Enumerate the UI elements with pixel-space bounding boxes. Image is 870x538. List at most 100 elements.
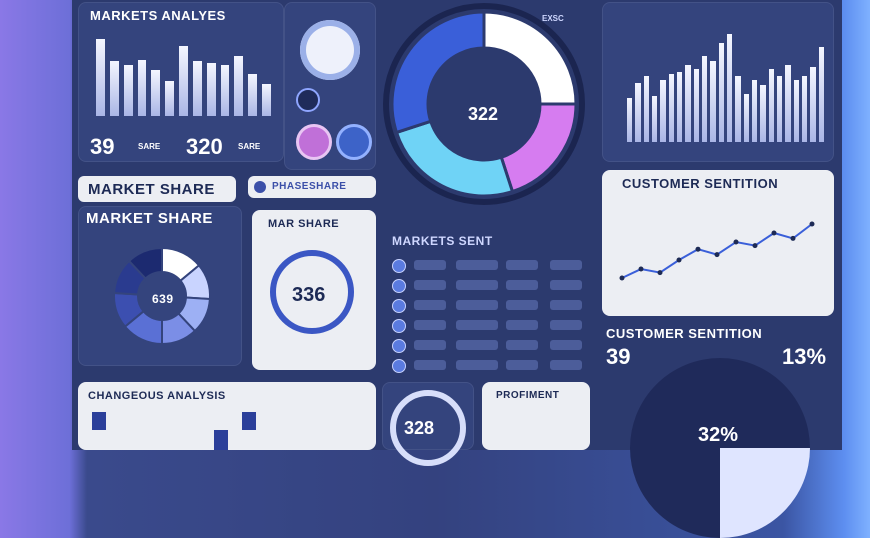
table-cell — [550, 360, 582, 370]
table-cell — [414, 280, 446, 290]
bar — [179, 45, 188, 116]
trend-bar — [718, 43, 724, 142]
bar — [248, 73, 258, 116]
customer-sentiment-card: CUSTOMER SENTITION — [602, 170, 834, 316]
central-donut-chart — [383, 3, 585, 205]
customer-sentiment-title: CUSTOMER SENTITION — [622, 176, 779, 191]
sentiment-point — [809, 221, 815, 227]
sentiment-line — [621, 223, 813, 279]
table-cell — [456, 260, 498, 270]
sentiment-point — [695, 246, 701, 252]
market-share-tab[interactable]: MARKET SHARE — [78, 176, 236, 202]
tag-icon — [254, 181, 266, 193]
table-cell — [414, 260, 446, 270]
table-row[interactable] — [386, 296, 592, 314]
bar — [206, 63, 216, 116]
sentiment-point — [657, 270, 663, 276]
table-cell — [550, 280, 582, 290]
bar — [137, 59, 147, 116]
trend-bar — [652, 95, 658, 142]
trend-chart-card — [602, 2, 834, 162]
donut-center-value: 322 — [468, 104, 499, 124]
bar-chart-1 — [94, 28, 274, 116]
phase-share-tag[interactable]: PHASESHARE — [248, 176, 376, 198]
customer-sentiment-title-2: CUSTOMER SENTITION — [606, 326, 763, 341]
table-cell — [456, 280, 498, 290]
mini-button-blue[interactable] — [296, 88, 320, 112]
mini-toggle-blue[interactable] — [336, 124, 372, 160]
donut-slice — [394, 119, 515, 198]
market-share-tab-label: MARKET SHARE — [88, 181, 215, 198]
phase-share-tag-label: PHASESHARE — [272, 181, 347, 192]
kpi-left-label: SARE — [138, 142, 161, 151]
table-cell — [456, 300, 498, 310]
bottom-mid-card: PROFIMENT — [482, 382, 590, 450]
central-donut-panel: EXSC 322 — [383, 3, 585, 209]
trend-bar — [643, 76, 649, 142]
sentiment-point — [714, 252, 720, 258]
sentiment-point — [619, 275, 625, 281]
trend-bar — [702, 56, 708, 142]
trend-bar — [635, 82, 641, 142]
share-gauge-card: MAR SHARE 336 — [252, 210, 376, 370]
row-dot-icon — [392, 319, 406, 333]
row-dot-icon — [392, 259, 406, 273]
table-cell — [456, 320, 498, 330]
table-row[interactable] — [386, 336, 592, 354]
table-row[interactable] — [386, 276, 592, 294]
customer-sentiment-bottom-value: 32% — [698, 424, 739, 446]
table-cell — [506, 320, 538, 330]
sentiment-point — [771, 230, 777, 236]
sentiment-table-title: MARKETS SENT — [392, 234, 493, 248]
mini-widgets-card — [284, 2, 376, 170]
share-gauge-value: 336 — [292, 284, 326, 306]
market-share-card: MARKET SHARE 639 — [78, 206, 242, 366]
table-cell — [550, 340, 582, 350]
trend-bar — [710, 60, 716, 142]
table-row[interactable] — [386, 316, 592, 334]
share-gauge-title: MAR SHARE — [268, 218, 340, 230]
table-cell — [550, 300, 582, 310]
sentiment-point — [638, 266, 644, 272]
trend-bar — [693, 69, 699, 142]
sentiment-point — [676, 257, 682, 263]
kpi-left-value: 39 — [90, 134, 115, 159]
table-row[interactable] — [386, 256, 592, 274]
bar — [96, 38, 105, 116]
trend-bar — [660, 80, 666, 142]
sentiment-point — [790, 235, 796, 241]
mini-bar — [214, 430, 228, 450]
mini-toggle-purple[interactable] — [296, 124, 332, 160]
table-row[interactable] — [386, 356, 592, 374]
market-share-center-value: 639 — [152, 292, 174, 306]
dashboard-board: MARKETS ANALYES 39 SARE 320 SARE EXSC 32… — [72, 0, 842, 538]
bar — [234, 56, 244, 116]
donut-outer-ring — [383, 3, 585, 205]
bar — [262, 84, 271, 116]
trend-bar — [743, 93, 749, 142]
trend-bar — [810, 67, 816, 142]
mini-ring-widget — [300, 20, 360, 80]
doc-icon-2 — [242, 412, 256, 430]
table-cell — [506, 300, 538, 310]
market-analysis-title: MARKETS ANALYES — [90, 8, 226, 23]
trend-bar — [760, 84, 766, 142]
trend-bar — [818, 47, 824, 142]
pie-slice — [127, 246, 163, 280]
bottom-gauge-value: 328 — [404, 418, 435, 438]
bottom-left-card: CHANGEOUS ANALYSIS — [78, 382, 376, 450]
share-gauge-ring — [270, 250, 354, 334]
customer-sentiment-gauge-panel: CUSTOMER SENTITION 39 13% 32% — [602, 322, 834, 538]
table-cell — [506, 280, 538, 290]
donut-slice — [390, 10, 486, 135]
trend-bar — [802, 76, 808, 142]
trend-bar — [777, 76, 783, 142]
donut-slice — [499, 102, 578, 194]
customer-sentiment-gauge — [630, 358, 810, 538]
trend-bar — [785, 65, 791, 142]
bottom-left-title: CHANGEOUS ANALYSIS — [88, 390, 226, 402]
market-analysis-card: MARKETS ANALYES 39 SARE 320 SARE — [78, 2, 284, 162]
kpi-mid-value: 320 — [186, 134, 223, 159]
sentiment-point — [752, 243, 758, 249]
table-cell — [550, 260, 582, 270]
